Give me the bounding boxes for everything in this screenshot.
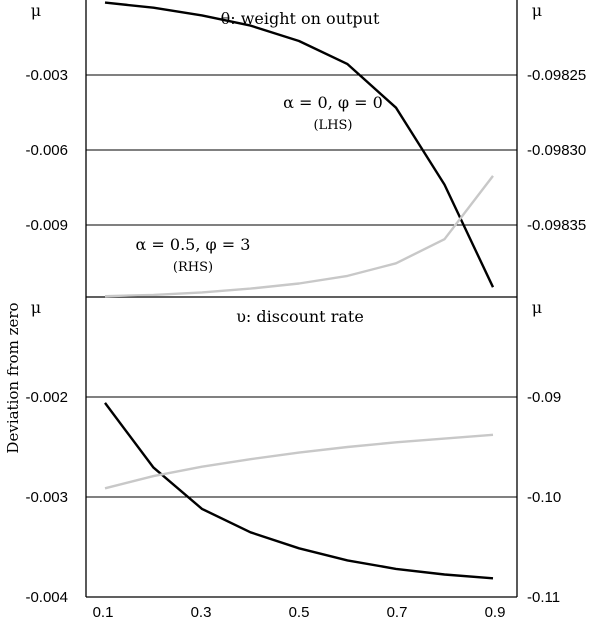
panel-1-series-1-line bbox=[104, 1, 495, 288]
bottom-right-tick-2: -0.10 bbox=[527, 489, 561, 506]
top-left-unit: μ bbox=[31, 1, 41, 20]
bottom-left-unit: μ bbox=[31, 298, 41, 317]
panel-2-series-2-line bbox=[104, 433, 494, 490]
bottom-left-tick-1: -0.002 bbox=[25, 389, 68, 406]
x-tick-label-1: 0.1 bbox=[93, 604, 114, 621]
top-right-tick-2: -0.09830 bbox=[527, 142, 586, 159]
panel-bottom: μ μ -0.002 -0.003 -0.004 -0.09 -0.10 -0.… bbox=[25, 296, 561, 621]
panel-top: μ μ -0.003 -0.006 -0.009 -0.09825 -0.098… bbox=[25, 0, 586, 297]
x-tick-label-2: 0.3 bbox=[191, 604, 212, 621]
bottom-left-tick-3: -0.004 bbox=[25, 589, 68, 606]
x-tick-label-4: 0.7 bbox=[387, 604, 408, 621]
series-layer bbox=[104, 1, 495, 580]
bottom-panel-title: υ: discount rate bbox=[236, 307, 364, 326]
top-right-tick-3: -0.09835 bbox=[527, 217, 586, 234]
top-series-2-label: α = 0.5, φ = 3 bbox=[136, 235, 251, 254]
top-panel-title: θ: weight on output bbox=[221, 9, 380, 28]
top-series-1-note: (LHS) bbox=[313, 118, 352, 133]
top-right-tick-1: -0.09825 bbox=[527, 67, 586, 84]
x-tick-label-3: 0.5 bbox=[289, 604, 310, 621]
panel-1-series-2-line bbox=[104, 175, 494, 298]
top-left-tick-2: -0.006 bbox=[25, 142, 68, 159]
panel-2-series-1-line bbox=[104, 402, 494, 580]
bottom-right-tick-1: -0.09 bbox=[527, 389, 561, 406]
x-tick-label-5: 0.9 bbox=[485, 604, 506, 621]
top-series-1-label: α = 0, φ = 0 bbox=[283, 93, 383, 112]
top-left-tick-1: -0.003 bbox=[25, 67, 68, 84]
top-right-unit: μ bbox=[532, 1, 542, 20]
bottom-right-unit: μ bbox=[532, 298, 542, 317]
shared-y-axis-label: Deviation from zero bbox=[4, 302, 22, 453]
top-series-2-note: (RHS) bbox=[173, 260, 213, 275]
bottom-left-tick-2: -0.003 bbox=[25, 489, 68, 506]
top-left-tick-3: -0.009 bbox=[25, 217, 68, 234]
bottom-right-tick-3: -0.11 bbox=[527, 589, 560, 606]
